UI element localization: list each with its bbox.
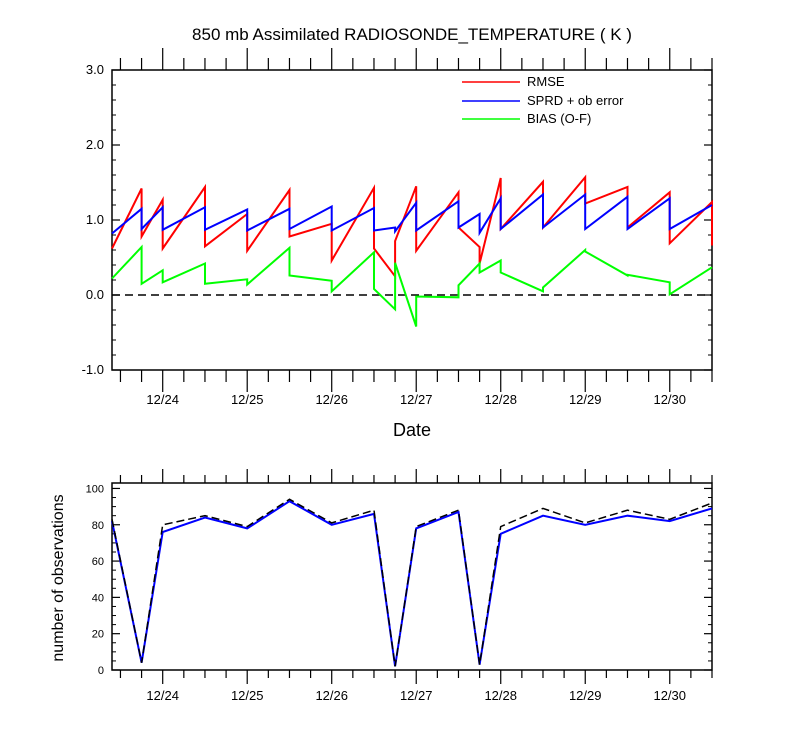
y-tick-label: 60 [92,556,104,568]
x-tick-label: 12/29 [569,688,602,703]
y-tick-label: 0 [98,665,104,677]
y-tick-label: 100 [86,483,104,495]
x-tick-label: 12/25 [231,688,264,703]
x-tick-label: 12/30 [653,688,686,703]
x-tick-label: 12/26 [315,688,348,703]
plot-frame [111,482,713,671]
top-chart: 850 mb Assimilated RADIOSONDE_TEMPERATUR… [82,25,713,440]
y-tick-label: -1.0 [82,362,104,377]
x-tick-label: 12/24 [146,392,179,407]
series-line-sprd-ob-error [111,192,713,237]
x-tick-label: 12/26 [315,392,348,407]
x-tick-label: 12/28 [484,688,517,703]
plot-frame [111,69,713,371]
x-tick-label: 12/25 [231,392,264,407]
legend: RMSE SPRD + ob error BIAS (O-F) [462,74,624,126]
x-tick-label: 12/27 [400,688,433,703]
y-tick-label: 3.0 [86,62,104,77]
y-tick-label: 2.0 [86,137,104,152]
legend-label-bias: BIAS (O-F) [527,111,591,126]
y-tick-label: 1.0 [86,212,104,227]
y-tick-label: 80 [92,520,104,532]
legend-label-sprd: SPRD + ob error [527,93,624,108]
chart-title: 850 mb Assimilated RADIOSONDE_TEMPERATUR… [192,25,632,44]
series-line-bias-o-f [111,244,713,327]
x-axis-label: Date [393,420,431,440]
series-line-rmse [111,174,713,280]
series-line-possible [111,498,713,667]
y-axis-label-observations: number of observations [50,494,67,661]
x-tick-label: 12/27 [400,392,433,407]
series-line-assimilated [111,500,713,667]
legend-label-rmse: RMSE [527,74,565,89]
x-tick-label: 12/29 [569,392,602,407]
bottom-plot-area: 0 20 40 60 80 100 12/24 12/25 12/26 12/27 12/28 12/… [86,469,713,703]
bottom-chart: number of observations 0 20 40 60 80 100 12/24… [50,469,713,703]
y-tick-label: 0.0 [86,287,104,302]
y-tick-label: 20 [92,629,104,641]
x-tick-label: 12/30 [653,392,686,407]
top-plot-area: -1.0 0.0 1.0 2.0 3.0 12/24 12/25 12/26 12/27 12/2… [82,48,713,407]
x-tick-label: 12/28 [484,392,517,407]
y-tick-label: 40 [92,592,104,604]
x-tick-label: 12/24 [146,688,179,703]
